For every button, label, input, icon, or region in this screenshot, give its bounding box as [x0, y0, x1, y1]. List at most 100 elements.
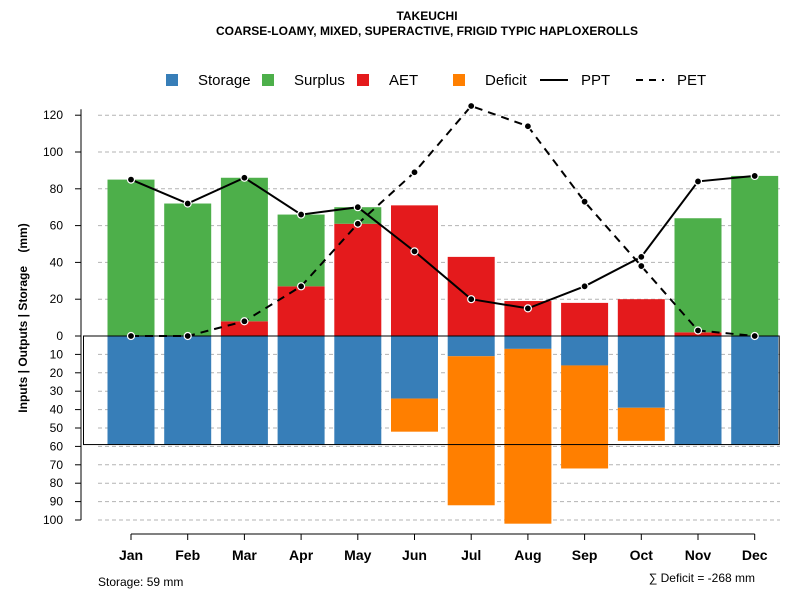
y-tick-label: 70 [50, 458, 64, 472]
x-tick-label: Dec [742, 547, 768, 563]
pet-point [353, 219, 362, 228]
y-tick-label: 120 [43, 108, 63, 122]
y-tick-label: 90 [50, 495, 64, 509]
deficit-bar [504, 348, 552, 524]
ppt-point [410, 247, 419, 256]
surplus-bar [107, 179, 155, 336]
storage-bar [561, 336, 609, 366]
surplus-legend-label: Surplus [294, 72, 345, 89]
x-tick-label: Apr [289, 547, 314, 563]
pet-line [131, 104, 755, 337]
surplus-bar [164, 203, 212, 336]
surplus-legend-swatch [262, 74, 274, 86]
y-tick-label: 40 [50, 403, 64, 417]
deficit-legend-swatch [453, 74, 465, 86]
pet-point [750, 331, 759, 341]
x-tick-label: Oct [630, 547, 654, 563]
x-tick-label: Jul [461, 547, 481, 563]
storage-bar [617, 336, 665, 408]
surplus-bar [731, 175, 779, 336]
surplus-bar [277, 214, 325, 287]
ppt-point [467, 295, 476, 304]
storage-bar [674, 336, 722, 445]
storage-legend-label: Storage [198, 72, 251, 89]
aet-bar [391, 205, 438, 336]
y-tick-label: 20 [50, 292, 64, 306]
y-tick-label: 0 [56, 329, 63, 343]
pet-point [183, 331, 192, 341]
ppt-point [637, 252, 646, 261]
pet-point [523, 122, 533, 131]
pet-point [693, 326, 703, 335]
storage-bar [391, 336, 438, 399]
ppt-point [750, 171, 759, 181]
aet-bar [617, 299, 665, 336]
storage-bar [277, 336, 325, 445]
storage-bar [107, 336, 155, 445]
x-tick-label: Jun [402, 547, 427, 563]
storage-bar [164, 336, 212, 445]
ppt-legend-label: PPT [581, 72, 610, 89]
pet-point [240, 317, 249, 326]
deficit-bar [561, 365, 609, 469]
surplus-bar [220, 177, 268, 322]
series-lines [126, 101, 759, 341]
aet-legend-swatch [357, 74, 369, 86]
pet-point [410, 168, 419, 177]
storage-bar [447, 336, 495, 357]
y-tick-label: 100 [43, 513, 63, 527]
gridlines [98, 114, 780, 521]
aet-bar [277, 286, 325, 336]
ppt-point [523, 304, 533, 313]
storage-bar [334, 336, 382, 445]
ppt-line [130, 174, 755, 310]
legend: Storage Surplus AET Deficit PPT PET [166, 72, 706, 89]
ppt-point [126, 175, 136, 184]
y-tick-label: 50 [50, 421, 64, 435]
storage-bar [220, 336, 268, 445]
x-tick-label: Mar [232, 547, 257, 563]
x-tick-label: Nov [685, 547, 712, 563]
pet-point [580, 197, 589, 206]
deficit-bar [391, 398, 438, 432]
deficit-bar [617, 407, 665, 441]
aet-bar [561, 302, 609, 336]
y-tick-label: 100 [43, 145, 63, 159]
ppt-point [580, 282, 589, 291]
chart-title: TAKEUCHI [396, 9, 457, 23]
x-tick-label: Sep [572, 547, 598, 563]
x-tick-label: Aug [514, 547, 541, 563]
ppt-point [693, 177, 703, 186]
y-tick-label: 60 [50, 219, 64, 233]
surplus-bar [674, 218, 722, 333]
y-tick-label: 80 [50, 476, 64, 490]
ppt-point [297, 210, 306, 219]
pet-legend-label: PET [677, 72, 706, 89]
pet-point [126, 331, 136, 341]
y-tick-label: 20 [50, 366, 64, 380]
axes: 0 20 40 60 80 100 120 10 20 30 40 50 60 70 80 90 100 Jan F… [43, 108, 768, 563]
ppt-point [353, 203, 362, 212]
aet-legend-label: AET [389, 72, 418, 89]
chart-subtitle: COARSE-LOAMY, MIXED, SUPERACTIVE, FRIGID… [216, 24, 638, 38]
storage-bar [731, 336, 779, 445]
storage-footer: Storage: 59 mm [98, 575, 183, 589]
pet-point [637, 261, 646, 271]
y-tick-label: 30 [50, 384, 64, 398]
ppt-point [183, 199, 192, 208]
y-tick-label: 60 [50, 439, 64, 453]
x-tick-label: Feb [175, 547, 200, 563]
storage-capacity-box [83, 335, 780, 446]
x-tick-label: May [344, 547, 371, 563]
deficit-legend-label: Deficit [485, 72, 528, 89]
y-tick-label: 80 [50, 182, 64, 196]
bars [107, 175, 779, 524]
pet-point [467, 101, 476, 111]
y-axis-label: Inputs | Outputs | Storage (mm) [16, 223, 30, 412]
y-tick-label: 40 [50, 255, 64, 269]
ppt-point [240, 173, 249, 182]
storage-legend-swatch [166, 74, 178, 86]
x-tick-label: Jan [119, 547, 143, 563]
storage-bar [504, 336, 552, 349]
